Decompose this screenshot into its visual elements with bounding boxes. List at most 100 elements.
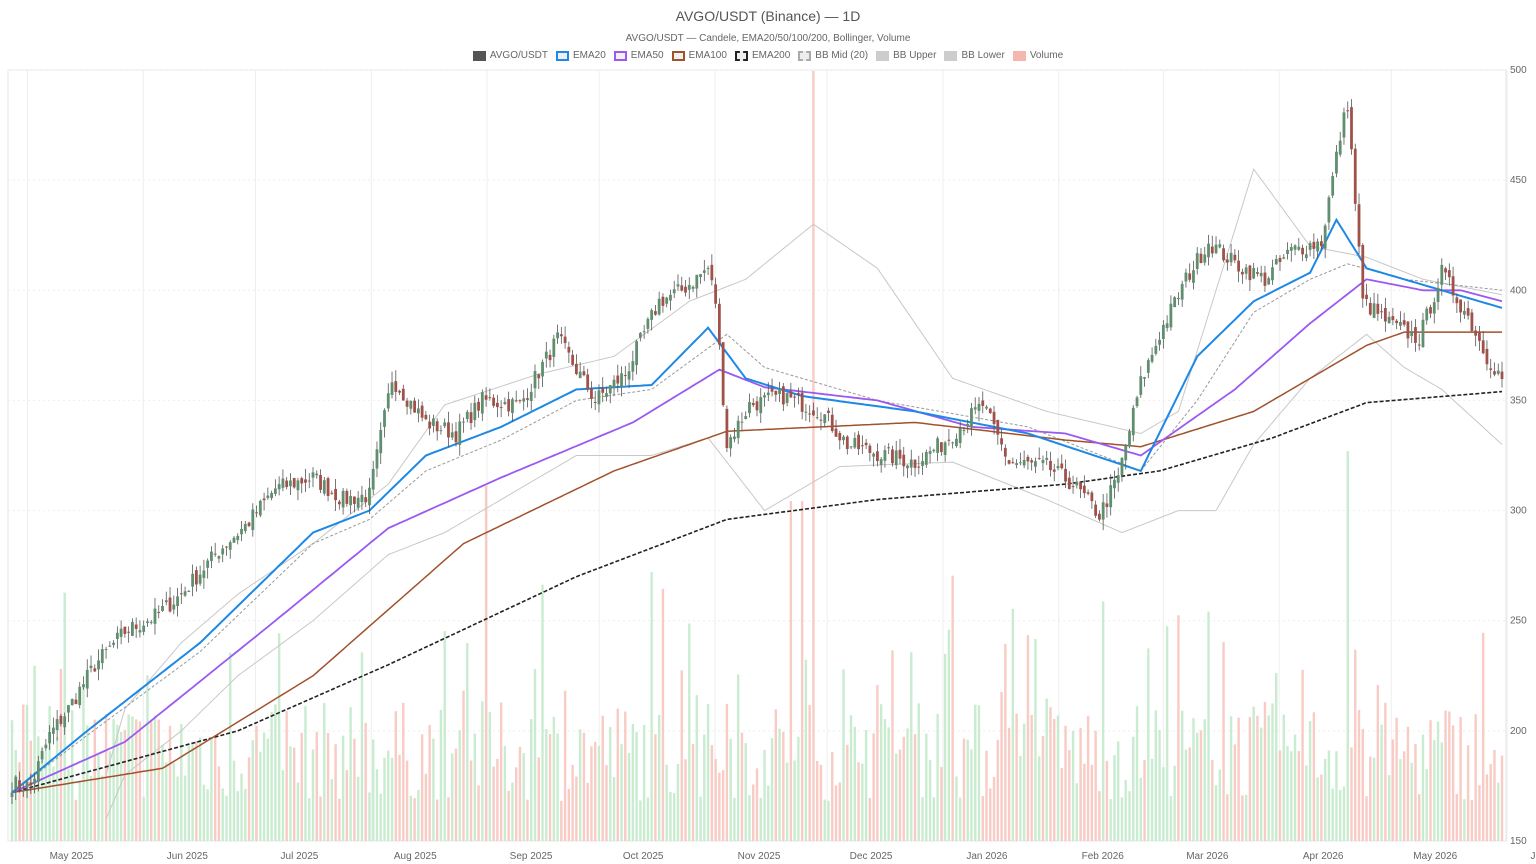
candle-body bbox=[251, 509, 255, 531]
volume-bar bbox=[244, 788, 247, 841]
legend-item[interactable]: BB Mid (20) bbox=[798, 50, 868, 61]
candle-body bbox=[876, 451, 879, 462]
candle bbox=[420, 401, 424, 422]
volume-bar bbox=[496, 758, 499, 841]
volume-bar bbox=[210, 737, 213, 841]
volume-bar bbox=[119, 731, 123, 841]
candle bbox=[108, 641, 112, 648]
volume-bar bbox=[740, 732, 744, 841]
volume-bar bbox=[665, 764, 668, 841]
candle-body bbox=[1308, 243, 1312, 250]
candle-body bbox=[571, 354, 575, 365]
volume-bar bbox=[409, 795, 413, 841]
x-tick-label: Mar 2026 bbox=[1186, 851, 1229, 862]
x-tick-label: May 2025 bbox=[50, 851, 94, 862]
candle bbox=[428, 414, 432, 436]
candle bbox=[665, 296, 669, 308]
candle-body bbox=[552, 338, 556, 357]
candle bbox=[1451, 266, 1455, 304]
candle-body bbox=[1429, 307, 1432, 314]
candle bbox=[876, 443, 879, 467]
candle-body bbox=[1034, 461, 1037, 467]
volume-bar bbox=[116, 724, 119, 841]
candle-body bbox=[1256, 272, 1259, 274]
candle-body bbox=[627, 371, 631, 380]
candle bbox=[1293, 244, 1297, 256]
candle-body bbox=[1353, 148, 1357, 204]
candle bbox=[70, 698, 74, 706]
candle-body bbox=[714, 284, 718, 304]
candle-body bbox=[1218, 244, 1222, 248]
volume-bar bbox=[925, 733, 928, 841]
volume-bar bbox=[1384, 702, 1387, 841]
candle bbox=[153, 597, 157, 635]
volume-bar bbox=[853, 726, 857, 841]
volume-bar bbox=[10, 720, 14, 841]
volume-bar bbox=[477, 785, 480, 841]
candle-body bbox=[131, 621, 134, 636]
candle-body bbox=[1357, 204, 1361, 247]
candle-body bbox=[447, 422, 450, 438]
legend-item[interactable]: BB Upper bbox=[876, 50, 936, 61]
legend-item[interactable]: EMA50 bbox=[613, 50, 664, 61]
candle-body bbox=[642, 331, 646, 333]
candle bbox=[710, 254, 714, 286]
volume-bar bbox=[1248, 717, 1252, 841]
volume-bar bbox=[383, 757, 386, 841]
candle-body bbox=[492, 397, 496, 406]
candle bbox=[823, 413, 827, 428]
volume-bar bbox=[1241, 795, 1244, 841]
volume-bar bbox=[1286, 746, 1289, 841]
volume-bar bbox=[1448, 711, 1451, 841]
candle bbox=[533, 364, 537, 399]
candle-body bbox=[1365, 294, 1368, 300]
volume-bar bbox=[1128, 791, 1131, 841]
volume-bar bbox=[962, 738, 966, 841]
candle bbox=[612, 375, 616, 397]
candle bbox=[149, 619, 153, 625]
candle-body bbox=[266, 495, 270, 499]
volume-bar bbox=[292, 747, 296, 841]
legend-item[interactable]: AVGO/USDT bbox=[472, 50, 548, 61]
candle bbox=[721, 342, 725, 407]
volume-bar bbox=[1053, 718, 1056, 841]
candle-body bbox=[379, 429, 383, 454]
candle-body bbox=[699, 274, 702, 278]
volume-bar bbox=[1429, 720, 1432, 841]
candle bbox=[996, 419, 1000, 445]
candle-body bbox=[1316, 241, 1320, 252]
legend-item[interactable]: Volume bbox=[1012, 50, 1063, 61]
candle-body bbox=[638, 332, 642, 338]
legend-item[interactable]: BB Lower bbox=[944, 50, 1005, 61]
volume-bar bbox=[631, 723, 635, 841]
candle-body bbox=[119, 628, 123, 637]
candle bbox=[85, 659, 89, 698]
candle bbox=[198, 565, 202, 586]
candle-body bbox=[1237, 260, 1241, 272]
candle bbox=[352, 496, 356, 513]
candle bbox=[522, 389, 526, 411]
candle-body bbox=[1286, 249, 1289, 255]
volume-bar bbox=[1433, 740, 1436, 841]
candle bbox=[1365, 283, 1368, 306]
legend-item[interactable]: EMA20 bbox=[555, 50, 606, 61]
candle bbox=[774, 390, 778, 402]
candle-body bbox=[1090, 492, 1094, 502]
candle-body bbox=[706, 268, 710, 270]
candle-body bbox=[601, 388, 605, 393]
legend-item[interactable]: EMA200 bbox=[734, 50, 790, 61]
legend-item[interactable]: EMA100 bbox=[671, 50, 727, 61]
candle bbox=[1493, 362, 1496, 377]
volume-bar bbox=[1361, 728, 1364, 841]
candle bbox=[492, 394, 496, 408]
volume-bar bbox=[526, 799, 529, 841]
volume-bar bbox=[349, 707, 352, 841]
candle bbox=[55, 710, 59, 741]
candle-body bbox=[616, 375, 620, 384]
candle-body bbox=[1368, 302, 1372, 315]
candle-body bbox=[1462, 310, 1466, 315]
volume-bar bbox=[1500, 755, 1504, 841]
volume-bar bbox=[1402, 751, 1406, 841]
volume-bar bbox=[172, 762, 175, 841]
